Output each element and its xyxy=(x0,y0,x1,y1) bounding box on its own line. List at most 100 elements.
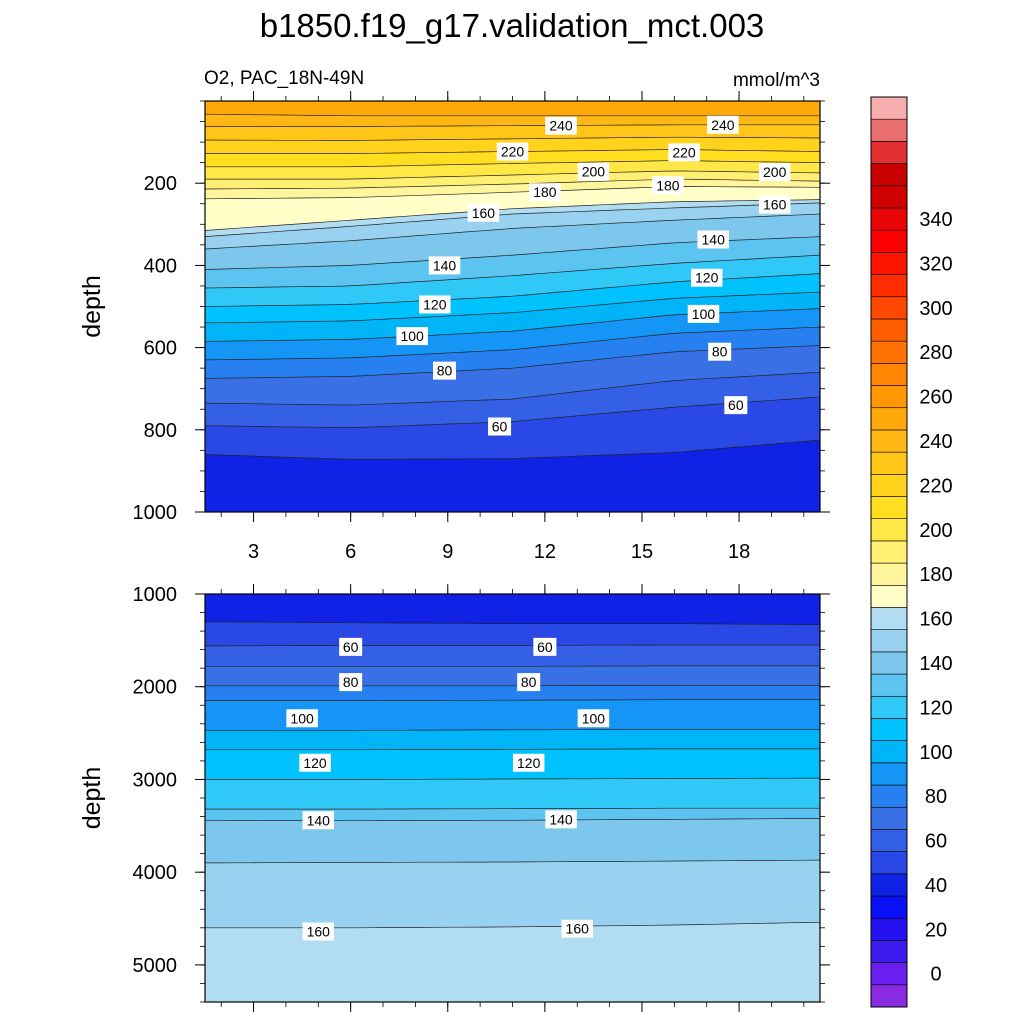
x-tick-label: 6 xyxy=(345,541,356,563)
svg-text:60: 60 xyxy=(728,397,744,413)
contour-label: 220 xyxy=(496,142,529,161)
colorbar-label: 260 xyxy=(919,387,952,409)
colorbar-swatch xyxy=(870,429,908,453)
colorbar-swatch xyxy=(870,718,908,741)
svg-text:160: 160 xyxy=(763,197,787,213)
colorbar-label: 340 xyxy=(919,209,952,231)
contour-line xyxy=(205,199,820,231)
svg-text:140: 140 xyxy=(549,811,573,827)
colorbar-swatch xyxy=(870,851,908,875)
svg-text:200: 200 xyxy=(763,164,787,180)
svg-text:120: 120 xyxy=(303,755,327,771)
y-tick-label: 4000 xyxy=(133,862,178,884)
contour-label: 60 xyxy=(533,637,557,656)
svg-text:180: 180 xyxy=(656,177,680,193)
contour-line xyxy=(205,699,820,701)
colorbar-swatch xyxy=(870,784,908,808)
contour-label: 160 xyxy=(561,919,593,938)
contour-label: 180 xyxy=(652,176,684,195)
contour-line xyxy=(205,326,820,361)
contour-label: 60 xyxy=(488,417,512,436)
colorbar-swatch xyxy=(870,962,908,986)
contour-label: 80 xyxy=(517,673,541,692)
x-tick-label: 9 xyxy=(442,541,453,563)
svg-text:80: 80 xyxy=(712,344,728,360)
colorbar-swatch xyxy=(870,274,908,298)
y-axis-label: depth xyxy=(78,767,106,830)
contour-line xyxy=(205,684,820,687)
contour-label: 60 xyxy=(724,396,748,415)
svg-text:100: 100 xyxy=(400,328,424,344)
colorbar-swatch xyxy=(870,651,908,675)
contour-label: 80 xyxy=(339,673,363,692)
svg-text:160: 160 xyxy=(307,924,331,940)
colorbar-swatch xyxy=(870,474,908,497)
svg-text:60: 60 xyxy=(492,419,508,435)
colorbar-swatch xyxy=(870,695,908,719)
contour-label: 120 xyxy=(299,753,331,772)
colorbar-swatch xyxy=(870,917,908,941)
colorbar-label: 180 xyxy=(919,564,952,586)
colorbar-swatch xyxy=(870,806,908,830)
colorbar-swatch xyxy=(870,740,908,764)
colorbar: 0 20 40 60 80 100 120 140 160 180 200 220 240 260 280 3… xyxy=(870,96,953,1008)
svg-text:80: 80 xyxy=(521,674,537,690)
contour-label: 160 xyxy=(302,922,335,941)
colorbar-label: 0 xyxy=(930,964,941,986)
chart-title: b1850.f19_g17.validation_mct.003 xyxy=(260,7,765,44)
colorbar-label: 60 xyxy=(925,831,947,853)
colorbar-swatch xyxy=(870,185,908,209)
colorbar-swatch xyxy=(870,318,908,342)
contour-line xyxy=(205,644,820,647)
colorbar-label: 100 xyxy=(919,742,952,764)
contour-line xyxy=(205,621,820,625)
colorbar-swatch xyxy=(870,385,908,409)
colorbar-swatch xyxy=(870,363,908,386)
colorbar-label: 200 xyxy=(919,520,952,542)
colorbar-swatch xyxy=(870,451,908,475)
contour-line xyxy=(205,748,820,751)
colorbar-swatch xyxy=(870,607,908,630)
contour-line xyxy=(205,859,820,864)
y-tick-label: 5000 xyxy=(133,955,178,977)
contour-line xyxy=(205,202,820,237)
y-tick-label: 2000 xyxy=(133,677,178,699)
colorbar-swatch xyxy=(870,562,908,586)
svg-text:140: 140 xyxy=(433,257,457,273)
svg-text:100: 100 xyxy=(290,710,314,726)
colorbar-label: 220 xyxy=(919,475,952,497)
lower-panel: 1000 2000 3000 4000 5000 depth 60 60 80 80 100 100 1… xyxy=(78,584,830,1012)
colorbar-swatch xyxy=(870,895,908,919)
contour-label: 100 xyxy=(286,709,318,728)
y-tick-label: 200 xyxy=(144,173,177,195)
contour-line xyxy=(205,113,820,117)
colorbar-swatch xyxy=(870,207,908,231)
svg-text:240: 240 xyxy=(711,117,735,133)
colorbar-swatch xyxy=(870,141,908,164)
colorbar-swatch xyxy=(870,984,908,1008)
contour-label: 80 xyxy=(708,342,732,361)
colorbar-swatch xyxy=(870,940,908,963)
y-tick-label: 1000 xyxy=(133,502,178,524)
variable-subtitle: O2, PAC_18N-49N xyxy=(204,68,364,89)
colorbar-label: 80 xyxy=(925,786,947,808)
contour-line xyxy=(205,186,820,200)
svg-text:60: 60 xyxy=(343,639,359,655)
svg-text:140: 140 xyxy=(307,812,331,828)
contour-label: 60 xyxy=(339,637,363,656)
svg-text:60: 60 xyxy=(537,639,553,655)
colorbar-swatch xyxy=(870,340,908,364)
colorbar-swatch xyxy=(870,96,908,120)
contour-label: 120 xyxy=(512,753,545,772)
contour-label: 200 xyxy=(758,163,791,182)
svg-text:120: 120 xyxy=(423,296,447,312)
contour-label: 140 xyxy=(302,811,335,830)
colorbar-swatch xyxy=(870,873,908,897)
y-tick-label: 1000 xyxy=(133,584,178,606)
colorbar-swatch xyxy=(870,252,908,275)
colorbar-swatch xyxy=(870,496,908,520)
colorbar-label: 160 xyxy=(919,609,952,631)
y-tick-label: 600 xyxy=(144,338,177,360)
contour-line xyxy=(205,371,820,406)
